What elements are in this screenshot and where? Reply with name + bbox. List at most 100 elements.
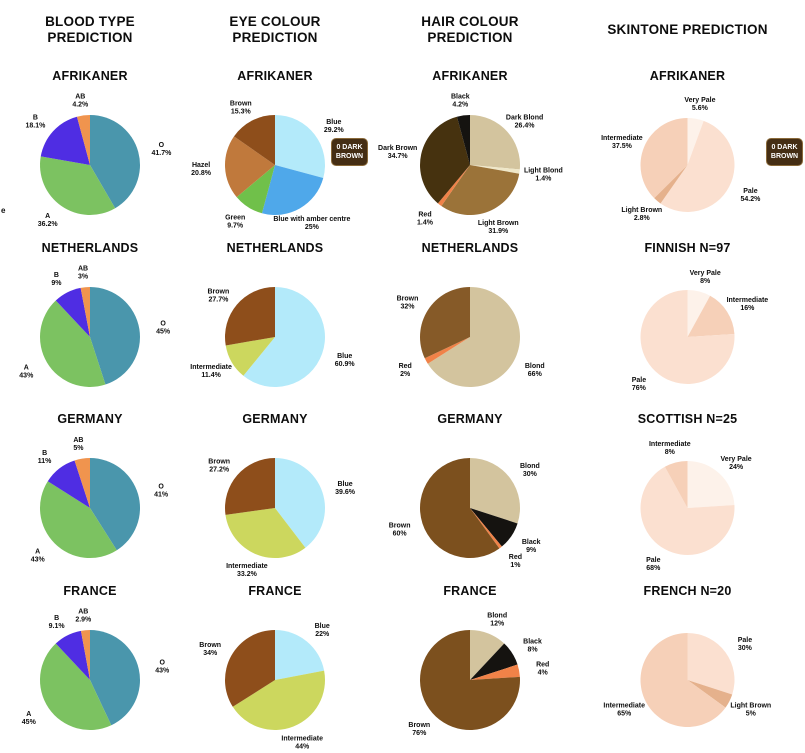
pie-slice-light-blond <box>470 164 520 174</box>
pie-slice-label: Blond 66% <box>525 363 545 378</box>
pie-chart-eye-netherlands: Blue 60.9% Intermediate 11.4% Brown 27.7% <box>190 286 356 387</box>
pie-slice-label: Blond 30% <box>520 464 540 479</box>
pie-slice-ab <box>80 630 90 681</box>
pie-slice-label: Very Pale 24% <box>721 457 752 472</box>
pie-chart-blood-france: O 43% A 45% B 9.1% AB 2.9% <box>22 609 170 731</box>
pie-slice-pale <box>687 633 735 695</box>
pie-slice-label: O 43% <box>155 660 170 675</box>
pie-slice-label: Dark Blond 26.4% <box>506 114 543 129</box>
pie-title: NETHERLANDS <box>421 240 519 255</box>
pie-slice-a <box>39 643 112 731</box>
pie-cell-skin-finnish: FINNISH N=97 Very Pale 8% Intermediate 16% P… <box>570 238 805 410</box>
pie-slice-label: B 11% <box>38 450 52 465</box>
pie-slice-blue <box>275 458 326 549</box>
pie-title: AFRIKANER <box>432 68 508 83</box>
pie-slice-blue <box>275 630 325 681</box>
pie-slice-pale <box>640 289 735 384</box>
pie-slice-label: AB 5% <box>73 437 84 452</box>
pie-cell-blood-netherlands: NETHERLANDS O 45% A 43% B 9% AB 3% <box>0 238 180 410</box>
pie-chart-eye-afrikaner: Blue 29.2% Blue with amber centre 25% Green 9… <box>191 100 350 231</box>
pie-slice-label: Intermediate 33.2% <box>226 564 268 579</box>
pie-cell-hair-afrikaner: AFRIKANER Dark Blond 26.4% Light Blond 1.4%… <box>370 66 570 238</box>
column-hair-colour: HAIR COLOUR PREDICTION AFRIKANER Dark Bl… <box>370 0 570 753</box>
pie-slice-very-pale <box>687 117 704 165</box>
pie-title: GERMANY <box>437 412 503 427</box>
pie-slice-red <box>437 164 470 206</box>
pie-title: AFRIKANER <box>237 68 313 83</box>
pie-cell-eye-france: FRANCE Blue 22% Intermediate 44% Brown 34% <box>180 581 370 753</box>
pie-cell-skin-scottish: SCOTTISH N=25 Very Pale 24% Pale 68% Interme… <box>570 409 805 581</box>
pie-slice-red <box>470 664 520 681</box>
pie-slice-brown <box>225 458 275 516</box>
column-skintone: SKINTONE PREDICTION AFRIKANER Very Pale 5… <box>570 0 805 753</box>
pie-slice-label: Intermediate 44% <box>281 736 323 751</box>
pie-slice-label: Light Brown 2.8% <box>621 207 662 222</box>
pie-chart-hair-netherlands: Blond 66% Red 2% Brown 32% <box>397 286 545 387</box>
pie-title: NETHERLANDS <box>226 240 324 255</box>
pie-title: NETHERLANDS <box>41 240 139 255</box>
column-header-skintone: SKINTONE PREDICTION <box>607 22 768 37</box>
pie-chart-hair-france: Blond 12% Black 8% Red 4% Brown 76% <box>408 613 549 738</box>
pie-slice-brown <box>419 630 520 731</box>
pie-cell-hair-france: FRANCE Blond 12% Black 8% Red 4% Brown 76% <box>370 581 570 753</box>
pie-chart-skin-french: Pale 30% Light Brown 5% Intermediate 65% <box>603 633 771 728</box>
pie-slice-label: Blue 39.6% <box>335 481 356 496</box>
pie-slice-brown <box>419 458 500 559</box>
pie-slice-black <box>456 114 470 165</box>
pie-chart-skin-afrikaner: Very Pale 5.6% Pale 54.2% Light Brown 2.8% Int… <box>601 97 761 222</box>
column-eye-colour: EYE COLOUR PREDICTION AFRIKANER Blue 29.2… <box>180 0 370 753</box>
pie-title: FRANCE <box>443 584 497 599</box>
pie-cell-hair-germany: GERMANY Blond 30% Black 9% Red 1% Brown 60% <box>370 409 570 581</box>
pie-slice-label: Brown 32% <box>397 295 419 310</box>
pie-slice-hazel <box>225 136 275 198</box>
pie-cell-blood-germany: GERMANY O 41% A 43% B 11% AB 5% <box>0 409 180 581</box>
pie-slice-blond <box>427 286 520 387</box>
pie-chart-eye-germany: Blue 39.6% Intermediate 33.2% Brown 27.2% <box>208 458 356 579</box>
pie-chart-eye-france: Blue 22% Intermediate 44% Brown 34% <box>199 623 330 751</box>
pie-slice-b <box>40 116 90 165</box>
pie-chart-blood-afrikaner: O 41.7% A 36.2% B 18.1% AB 4.2% <box>25 94 172 229</box>
pie-slice-label: A 43% <box>31 549 46 564</box>
pie-slice-label: B 9% <box>51 272 62 287</box>
pie-slice-brown <box>234 114 275 165</box>
pie-slice-blue-with-amber-centre <box>261 164 324 215</box>
column-header-blood-type: BLOOD TYPE PREDICTION <box>45 14 135 45</box>
pie-slice-dark-blond <box>470 114 521 170</box>
pie-slice-light-brown <box>687 680 733 708</box>
pie-slice-intermediate <box>225 336 275 376</box>
pie-cell-eye-germany: GERMANY Blue 39.6% Intermediate 33.2% Brown 2… <box>180 409 370 581</box>
zero-dark-brown-badge: 0 DARK BROWN <box>331 137 368 167</box>
pie-slice-very-pale <box>687 289 711 337</box>
pie-slice-label: Light Blond 1.4% <box>524 168 563 183</box>
pie-slice-label: Pale 54.2% <box>740 188 761 203</box>
pie-title: FRANCE <box>63 584 117 599</box>
pie-slice-label: O 41% <box>154 484 169 499</box>
pie-slice-label: B 9.1% <box>49 615 66 630</box>
pie-slice-label: Red 2% <box>399 363 412 378</box>
pie-slice-very-pale <box>687 461 735 509</box>
pie-slice-label: Intermediate 11.4% <box>190 364 232 379</box>
pie-slice-red <box>470 508 502 549</box>
pie-slice-intermediate <box>664 461 688 509</box>
pie-slice-label: Blond 12% <box>487 613 507 628</box>
pie-slice-blond <box>470 630 505 681</box>
pie-chart-skin-finnish: Very Pale 8% Intermediate 16% Pale 76% <box>632 270 769 392</box>
pie-slice-a <box>39 481 117 559</box>
pie-slice-intermediate <box>640 117 688 199</box>
pie-slice-label: Blue 60.9% <box>335 353 356 368</box>
pie-slice-black <box>470 508 518 547</box>
pie-slice-b <box>47 460 90 509</box>
pie-chart-blood-germany: O 41% A 43% B 11% AB 5% <box>31 437 169 564</box>
pie-slice-label: Black 8% <box>523 639 542 654</box>
pie-slice-o <box>90 458 141 551</box>
pie-slice-light-brown <box>441 164 520 215</box>
pie-slice-brown <box>225 286 275 346</box>
pie-slice-a <box>39 300 106 387</box>
pie-slice-ab <box>74 458 90 509</box>
pie-slice-brown <box>224 630 275 708</box>
pie-slice-black <box>470 643 518 681</box>
pie-slice-label: Intermediate 8% <box>649 441 691 456</box>
pie-slice-brown <box>420 286 470 358</box>
pie-slice-label: Light Brown 5% <box>730 703 771 718</box>
pie-title: FINNISH N=97 <box>644 240 731 255</box>
